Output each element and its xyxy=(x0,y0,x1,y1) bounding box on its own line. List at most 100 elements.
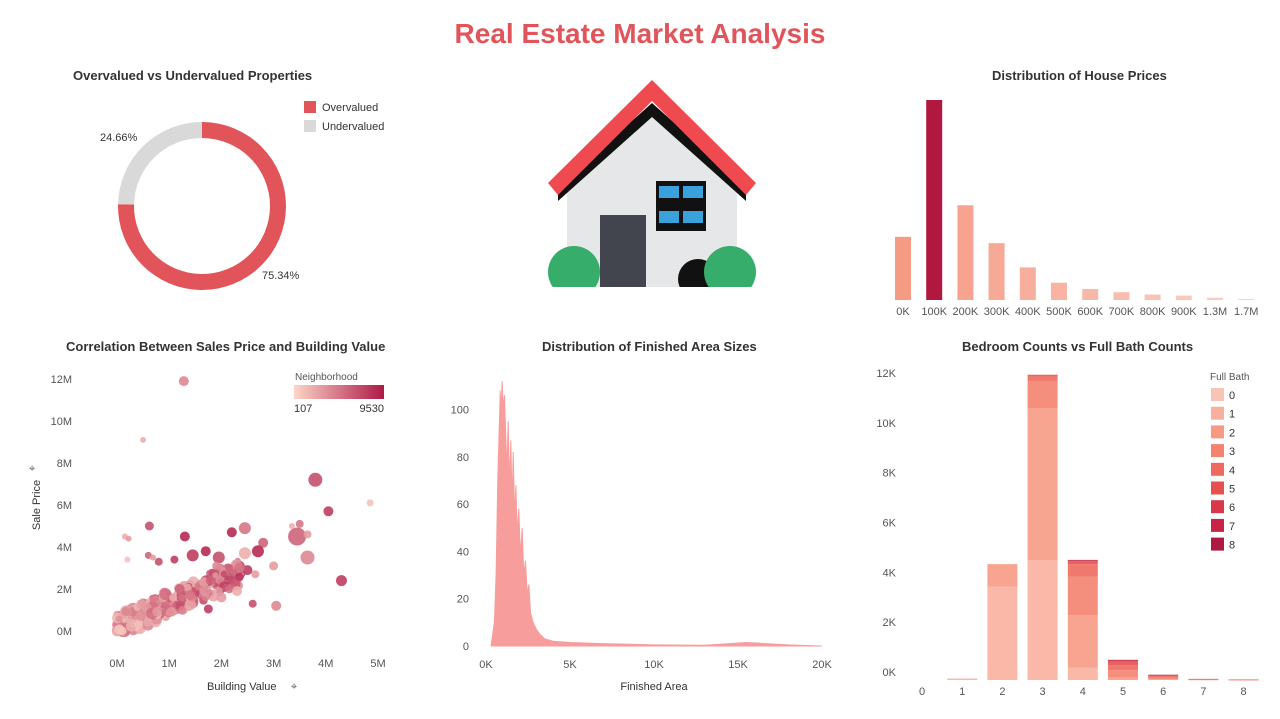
x-tick-label: 2 xyxy=(999,686,1005,698)
x-tick-label: 600K xyxy=(1077,306,1103,318)
stacked-bar-segment xyxy=(1027,374,1058,376)
scatter-point xyxy=(115,615,123,623)
stacked-bar-segment xyxy=(1148,679,1179,680)
scatter-point xyxy=(165,608,174,617)
stacked-bar-segment xyxy=(1027,408,1058,561)
scatter-point xyxy=(216,592,227,603)
scatter-point xyxy=(169,593,178,602)
y-tick-label: 10M xyxy=(51,416,72,428)
legend-min-label: 107 xyxy=(294,403,312,415)
scatter-point xyxy=(118,626,127,636)
x-tick-label: 20K xyxy=(812,659,832,671)
scatter-point xyxy=(220,570,228,578)
stacked-bar-segment xyxy=(1148,675,1179,678)
stacked-bar-segment xyxy=(1067,667,1098,680)
area-chart-title: Distribution of Finished Area Sizes xyxy=(542,339,757,354)
scatter-point xyxy=(232,579,240,587)
stacked-bar-segment xyxy=(1108,659,1138,661)
scatter-point xyxy=(366,499,374,507)
legend-label: 8 xyxy=(1229,540,1235,552)
x-tick-label: 0K xyxy=(479,659,493,671)
scatter-point xyxy=(124,556,131,563)
stacked-bar-segment xyxy=(1148,674,1179,676)
stacked-bar-segment xyxy=(1027,375,1058,381)
legend-label: 0 xyxy=(1229,390,1235,402)
scatter-point xyxy=(226,527,237,538)
y-tick-label: 2M xyxy=(57,584,72,596)
y-tick-label: 100 xyxy=(451,404,469,416)
scatter-point xyxy=(150,554,157,561)
scatter-point xyxy=(300,550,315,565)
x-tick-label: 0K xyxy=(896,306,910,318)
scatter-point xyxy=(159,588,172,601)
stacked-bar-segment xyxy=(1108,661,1138,666)
legend-swatch xyxy=(1211,518,1224,532)
scatter-point xyxy=(242,565,253,576)
prices-chart-title: Distribution of House Prices xyxy=(992,68,1167,83)
stacked-bar-segment xyxy=(1067,576,1098,616)
stacked-bar-segment xyxy=(1108,677,1138,680)
y-tick-label: 0M xyxy=(57,626,72,638)
legend-max-label: 9530 xyxy=(360,403,384,415)
x-tick-label: 5K xyxy=(563,659,577,671)
price-bar xyxy=(926,100,943,300)
stacked-bar-segment xyxy=(947,678,978,680)
x-tick-label: 0M xyxy=(109,658,124,670)
scatter-point xyxy=(140,436,147,443)
legend-label: 4 xyxy=(1229,465,1235,477)
x-tick-label: 100K xyxy=(921,306,947,318)
stacked-bar-segment xyxy=(1067,561,1098,565)
donut-chart-title: Overvalued vs Undervalued Properties xyxy=(73,68,313,83)
x-tick-label: 800K xyxy=(1140,306,1166,318)
scatter-point xyxy=(335,575,347,587)
stacked-bar-segment xyxy=(1067,560,1098,562)
scatter-point xyxy=(183,583,192,592)
legend-swatch xyxy=(1211,481,1224,495)
stacked-bar-segment xyxy=(1188,678,1219,680)
scatter-point xyxy=(121,607,130,617)
scatter-point xyxy=(225,564,234,572)
donut-label: 75.34% xyxy=(262,270,300,282)
stacked-bar-segment xyxy=(1148,677,1179,680)
x-tick-label: 900K xyxy=(1171,306,1197,318)
y-tick-label: 0 xyxy=(463,641,469,653)
scatter-point xyxy=(178,376,189,387)
x-tick-label: 5M xyxy=(370,658,385,670)
legend-label: 3 xyxy=(1229,446,1235,458)
stacked-bar-segment xyxy=(1188,679,1219,681)
x-tick-label: 3M xyxy=(266,658,281,670)
price-bar xyxy=(1207,297,1223,300)
x-tick-label: 500K xyxy=(1046,306,1072,318)
y-tick-label: 0K xyxy=(883,667,897,679)
scatter-point xyxy=(271,600,282,611)
scatter-point xyxy=(235,572,244,581)
scatter-point xyxy=(251,545,264,558)
house-icon xyxy=(540,80,765,299)
stacked-bar-segment xyxy=(987,586,1018,680)
scatter-point xyxy=(125,535,132,542)
x-tick-label: 1M xyxy=(162,658,177,670)
x-tick-label: 4M xyxy=(318,658,333,670)
y-tick-label: 20 xyxy=(457,594,469,606)
stacked-bar-segment xyxy=(987,564,1018,587)
y-tick-label: 4K xyxy=(883,567,897,579)
legend-swatch xyxy=(1211,462,1224,476)
x-tick-label: 1.3M xyxy=(1203,306,1227,318)
legend-swatch xyxy=(304,101,316,113)
y-tick-label: 2K xyxy=(883,617,897,629)
bedbath-chart-title: Bedroom Counts vs Full Bath Counts xyxy=(962,339,1194,354)
scatter-point xyxy=(178,594,186,602)
pin-icon: ⌖ xyxy=(29,463,35,475)
price-bar xyxy=(1082,289,1099,300)
house-window-pane xyxy=(683,211,703,223)
scatter-chart-title: Correlation Between Sales Price and Buil… xyxy=(66,339,386,354)
x-axis-title: Building Value xyxy=(207,681,277,693)
y-tick-label: 12K xyxy=(876,368,896,380)
pin-icon: ⌖ xyxy=(291,681,297,693)
scatter-point xyxy=(288,527,307,546)
donut-chart: 75.34% 24.66% Overvalued Undervalued xyxy=(100,101,384,291)
x-tick-label: 200K xyxy=(953,306,979,318)
legend-swatch xyxy=(304,120,316,132)
price-bar xyxy=(895,236,911,300)
